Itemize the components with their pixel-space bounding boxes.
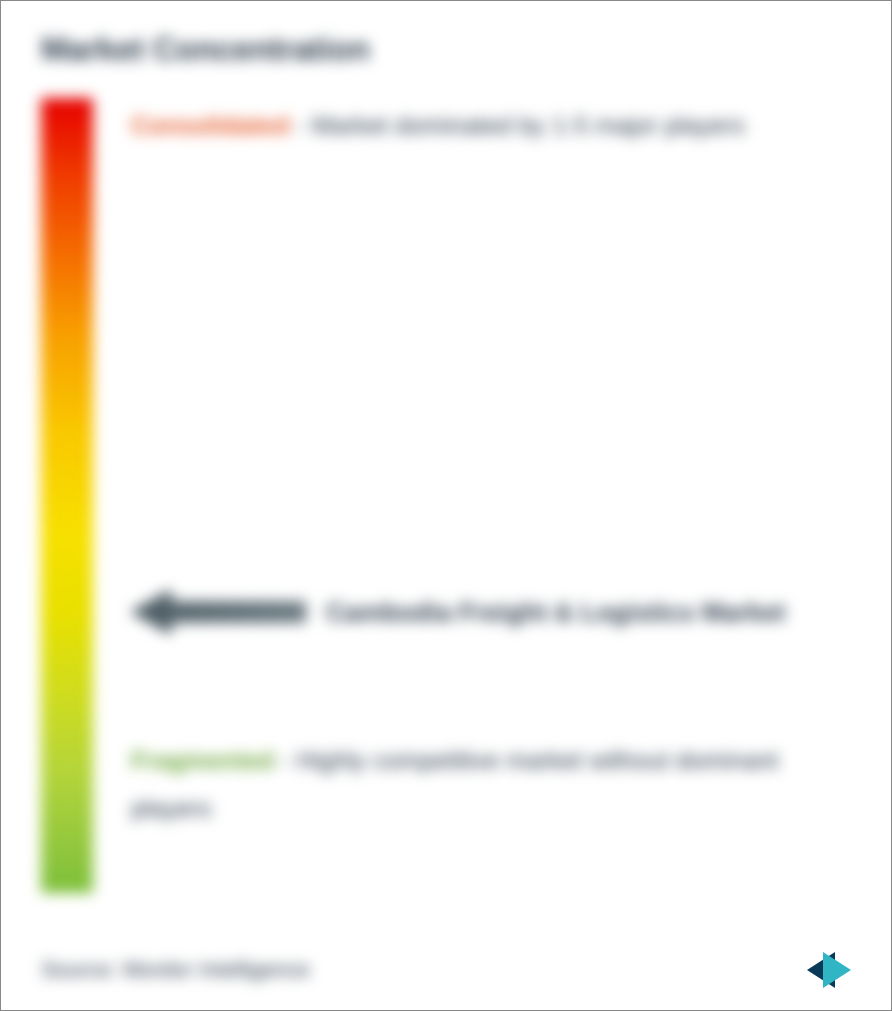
concentration-gradient-bar xyxy=(41,98,93,893)
text-area: Consolidated - Market dominated by 1-5 m… xyxy=(131,98,851,893)
arrow-left-icon xyxy=(131,588,306,636)
market-indicator: Cambodia Freight & Logistics Market xyxy=(131,588,851,636)
consolidated-text: - Market dominated by 1-5 major players xyxy=(296,112,745,140)
consolidated-label: Consolidated xyxy=(131,112,289,140)
footer: Source: Mordor Intelligence xyxy=(41,952,851,988)
infographic-container: Market Concentration Consolidated - Mark… xyxy=(0,0,892,1011)
fragmented-description: Fragmented - Highly competitive market w… xyxy=(131,738,851,833)
consolidated-description: Consolidated - Market dominated by 1-5 m… xyxy=(131,103,851,151)
blurred-content: Market Concentration Consolidated - Mark… xyxy=(41,31,851,990)
brand-logo-icon xyxy=(807,952,851,988)
chart-title: Market Concentration xyxy=(41,31,851,68)
logo-triangle-right xyxy=(823,952,851,988)
main-area: Consolidated - Market dominated by 1-5 m… xyxy=(41,98,851,918)
fragmented-label: Fragmented xyxy=(131,747,274,775)
market-name: Cambodia Freight & Logistics Market xyxy=(326,594,785,630)
source-label: Source: Mordor Intelligence xyxy=(41,957,310,983)
